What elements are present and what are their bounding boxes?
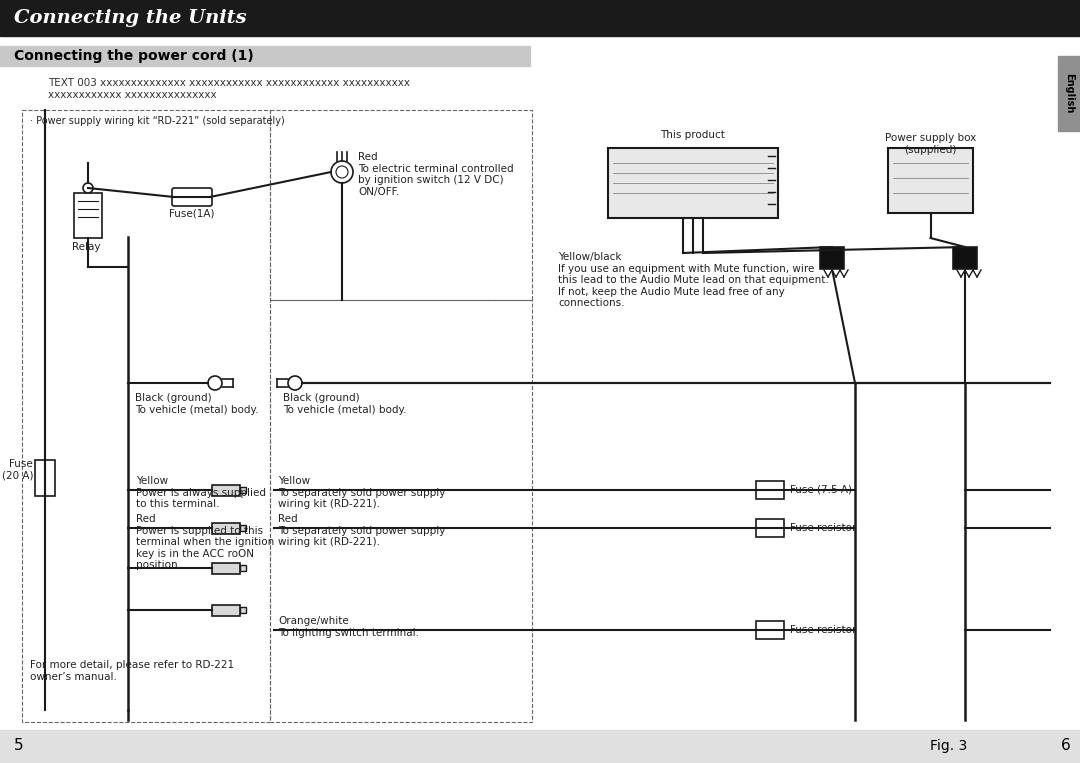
Bar xyxy=(0,0,1080,36)
Circle shape xyxy=(83,183,93,193)
Text: Fuse resistor: Fuse resistor xyxy=(789,625,856,635)
Text: Fuse
(20 A): Fuse (20 A) xyxy=(1,459,33,481)
Text: Connecting the Units: Connecting the Units xyxy=(14,9,246,27)
Text: Connecting the power cord (1): Connecting the power cord (1) xyxy=(14,49,254,63)
Text: Yellow
Power is always supplied
to this terminal.: Yellow Power is always supplied to this … xyxy=(136,476,266,509)
Bar xyxy=(270,300,532,722)
FancyBboxPatch shape xyxy=(172,188,212,206)
Bar xyxy=(212,562,240,574)
Text: For more detail, please refer to RD-221
owner’s manual.: For more detail, please refer to RD-221 … xyxy=(30,660,234,681)
Text: Red
To electric terminal controlled
by ignition switch (12 V DC)
ON/OFF.: Red To electric terminal controlled by i… xyxy=(357,152,514,197)
Text: Red
To separately sold power supply
wiring kit (RD-221).: Red To separately sold power supply wiri… xyxy=(278,514,445,547)
Text: Relay: Relay xyxy=(72,242,100,252)
Bar xyxy=(270,110,532,300)
Text: TEXT 003 xxxxxxxxxxxxxx xxxxxxxxxxxx xxxxxxxxxxxx xxxxxxxxxxx: TEXT 003 xxxxxxxxxxxxxx xxxxxxxxxxxx xxx… xyxy=(48,78,410,88)
Bar xyxy=(756,519,784,537)
Text: 5: 5 xyxy=(14,739,24,754)
Text: Yellow
To separately sold power supply
wiring kit (RD-221).: Yellow To separately sold power supply w… xyxy=(278,476,445,509)
Text: Black (ground)
To vehicle (metal) body.: Black (ground) To vehicle (metal) body. xyxy=(283,393,406,414)
Text: · Power supply wiring kit “RD-221” (sold separately): · Power supply wiring kit “RD-221” (sold… xyxy=(30,116,285,126)
Text: 6: 6 xyxy=(1062,739,1071,754)
Bar xyxy=(22,110,270,722)
Circle shape xyxy=(336,166,348,178)
Bar xyxy=(212,604,240,616)
Circle shape xyxy=(208,376,222,390)
Text: Power supply box
(supplied): Power supply box (supplied) xyxy=(885,133,976,155)
Text: xxxxxxxxxxxx xxxxxxxxxxxxxxx: xxxxxxxxxxxx xxxxxxxxxxxxxxx xyxy=(48,90,217,100)
Bar xyxy=(75,193,102,238)
Bar xyxy=(35,460,55,496)
Bar xyxy=(240,607,246,613)
Text: Fuse(1A): Fuse(1A) xyxy=(170,209,215,219)
Bar xyxy=(756,481,784,499)
Text: Black (ground)
To vehicle (metal) body.: Black (ground) To vehicle (metal) body. xyxy=(135,393,258,414)
Bar xyxy=(953,247,977,269)
Text: Fuse resistor: Fuse resistor xyxy=(789,523,856,533)
Bar xyxy=(240,488,246,493)
Bar xyxy=(0,46,530,66)
Bar xyxy=(820,247,843,269)
Bar xyxy=(888,148,973,213)
Bar xyxy=(608,148,778,218)
Bar xyxy=(0,730,1080,763)
Text: English: English xyxy=(1064,72,1074,113)
Bar xyxy=(240,565,246,571)
Bar xyxy=(756,621,784,639)
Text: Fuse (7.5 A): Fuse (7.5 A) xyxy=(789,485,852,495)
Text: Yellow/black
If you use an equipment with Mute function, wire
this lead to the A: Yellow/black If you use an equipment wit… xyxy=(558,252,828,308)
Text: Red
Power is supplied to this
terminal when the ignition
key is in the ACC roON
: Red Power is supplied to this terminal w… xyxy=(136,514,274,571)
Text: Orange/white
To lighting switch terminal.: Orange/white To lighting switch terminal… xyxy=(278,616,419,638)
Bar xyxy=(240,525,246,531)
Text: This product: This product xyxy=(661,130,726,140)
Text: Fig. 3: Fig. 3 xyxy=(930,739,968,753)
Bar xyxy=(212,523,240,533)
Circle shape xyxy=(330,161,353,183)
Bar xyxy=(1058,56,1080,131)
Circle shape xyxy=(288,376,302,390)
Bar xyxy=(212,485,240,495)
